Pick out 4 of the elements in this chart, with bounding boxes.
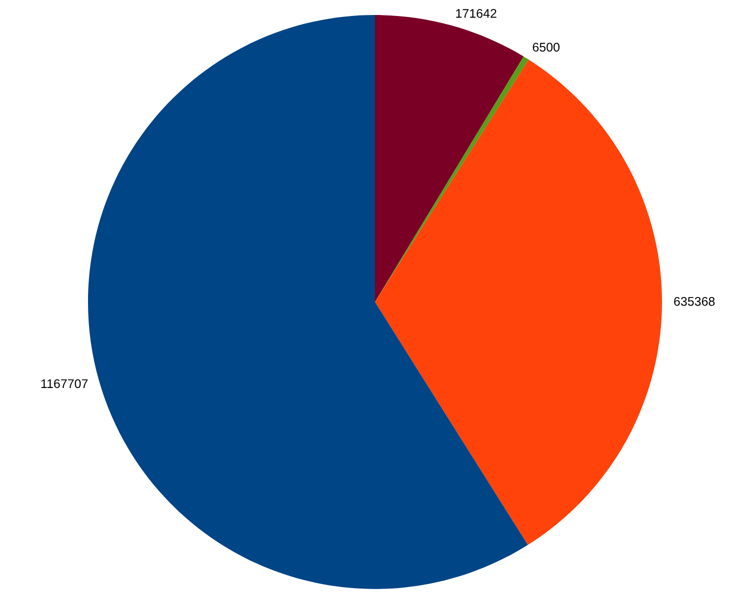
data-label: 171642 (456, 9, 496, 18)
data-label: 1167707 (41, 379, 88, 388)
data-label: 635368 (674, 297, 715, 306)
data-label: 6500 (532, 42, 560, 52)
